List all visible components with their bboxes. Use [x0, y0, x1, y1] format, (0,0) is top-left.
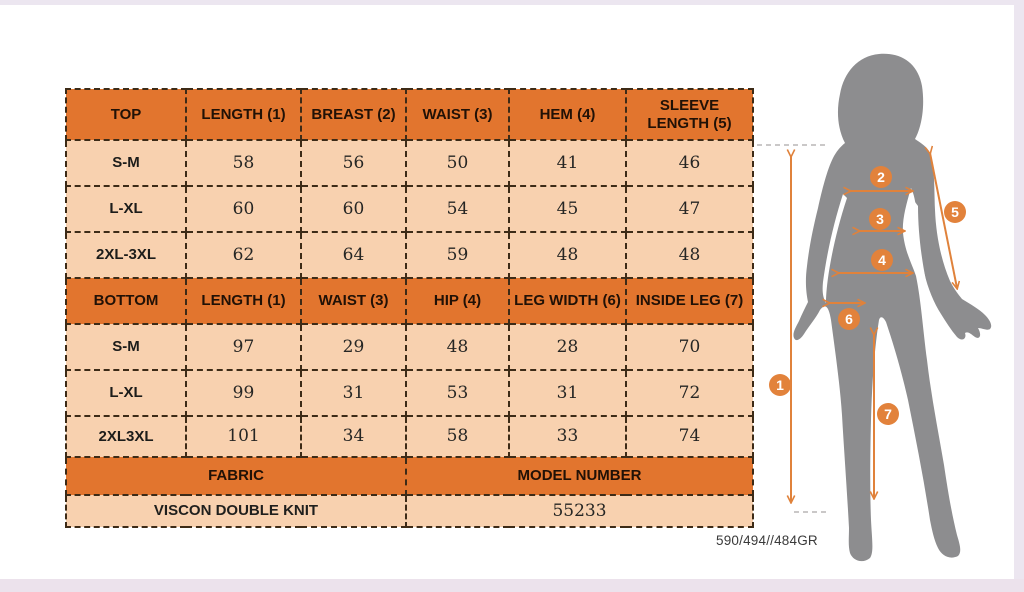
value-cell: 99 — [185, 369, 302, 417]
size-chart-table: TOP LENGTH (1) BREAST (2) WAIST (3) HEM … — [65, 88, 754, 528]
model-number-cell: 55233 — [405, 494, 754, 528]
value-cell: 33 — [508, 415, 627, 458]
header-cell-bottom: BOTTOM — [65, 277, 187, 325]
value-cell: 101 — [185, 415, 302, 458]
value-cell: 45 — [508, 185, 627, 233]
bottom-header-row: BOTTOM LENGTH (1) WAIST (3) HIP (4) LEG … — [65, 277, 754, 325]
value-cell: 28 — [508, 323, 627, 371]
measurement-marker-6: 6 — [838, 308, 860, 330]
header-cell-inside-leg: INSIDE LEG (7) — [625, 277, 754, 325]
value-cell: 62 — [185, 231, 302, 279]
value-cell: 56 — [300, 139, 407, 187]
value-cell: 60 — [300, 185, 407, 233]
measurement-marker-7: 7 — [877, 403, 899, 425]
header-cell-model-number: MODEL NUMBER — [405, 456, 754, 496]
value-cell: 72 — [625, 369, 754, 417]
page-edge-bottom — [0, 579, 1024, 592]
svg-text:2: 2 — [877, 169, 885, 185]
header-cell-breast: BREAST (2) — [300, 88, 407, 141]
measurement-marker-1: 1 — [769, 374, 791, 396]
footer-header-row: FABRIC MODEL NUMBER — [65, 456, 754, 496]
table-row: 2XL-3XL 62 64 59 48 48 — [65, 231, 754, 279]
value-cell: 97 — [185, 323, 302, 371]
value-cell: 53 — [405, 369, 510, 417]
page-edge-top — [0, 0, 1024, 5]
measurement-marker-5: 5 — [944, 201, 966, 223]
svg-text:6: 6 — [845, 311, 853, 327]
header-cell-leg-width: LEG WIDTH (6) — [508, 277, 627, 325]
size-cell: S-M — [65, 139, 187, 187]
size-cell: L-XL — [65, 185, 187, 233]
fabric-value-cell: VISCON DOUBLE KNIT — [65, 494, 407, 528]
footer-value-row: VISCON DOUBLE KNIT 55233 — [65, 494, 754, 528]
page-edge-right — [1014, 0, 1024, 592]
value-cell: 54 — [405, 185, 510, 233]
product-code: 590/494//484GR — [716, 533, 818, 548]
table-row: S-M 58 56 50 41 46 — [65, 139, 754, 187]
value-cell: 46 — [625, 139, 754, 187]
value-cell: 29 — [300, 323, 407, 371]
table-row: L-XL 99 31 53 31 72 — [65, 369, 754, 417]
header-cell-waist: WAIST (3) — [300, 277, 407, 325]
svg-text:5: 5 — [951, 204, 959, 220]
header-cell-length: LENGTH (1) — [185, 88, 302, 141]
size-cell: 2XL-3XL — [65, 231, 187, 279]
value-cell: 34 — [300, 415, 407, 458]
header-cell-waist: WAIST (3) — [405, 88, 510, 141]
size-cell: 2XL3XL — [65, 415, 187, 458]
value-cell: 64 — [300, 231, 407, 279]
measurement-marker-3: 3 — [869, 208, 891, 230]
svg-text:4: 4 — [878, 252, 886, 268]
top-header-row: TOP LENGTH (1) BREAST (2) WAIST (3) HEM … — [65, 88, 754, 141]
measurement-marker-4: 4 — [871, 249, 893, 271]
value-cell: 31 — [300, 369, 407, 417]
measurement-figure: 1 2 3 4 5 6 7 — [750, 20, 1024, 580]
value-cell: 70 — [625, 323, 754, 371]
table-row: S-M 97 29 48 28 70 — [65, 323, 754, 371]
header-cell-top: TOP — [65, 88, 187, 141]
woman-silhouette-icon — [793, 53, 992, 562]
measurement-marker-2: 2 — [870, 166, 892, 188]
value-cell: 41 — [508, 139, 627, 187]
table-row: 2XL3XL 101 34 58 33 74 — [65, 415, 754, 458]
svg-text:1: 1 — [776, 377, 784, 393]
header-cell-fabric: FABRIC — [65, 456, 407, 496]
value-cell: 48 — [625, 231, 754, 279]
svg-text:7: 7 — [884, 406, 892, 422]
value-cell: 50 — [405, 139, 510, 187]
value-cell: 58 — [405, 415, 510, 458]
value-cell: 58 — [185, 139, 302, 187]
value-cell: 48 — [508, 231, 627, 279]
table-row: L-XL 60 60 54 45 47 — [65, 185, 754, 233]
value-cell: 59 — [405, 231, 510, 279]
size-cell: S-M — [65, 323, 187, 371]
header-cell-length: LENGTH (1) — [185, 277, 302, 325]
value-cell: 74 — [625, 415, 754, 458]
header-cell-hip: HIP (4) — [405, 277, 510, 325]
sleeve-arrow — [930, 153, 957, 288]
svg-text:3: 3 — [876, 211, 884, 227]
value-cell: 47 — [625, 185, 754, 233]
size-cell: L-XL — [65, 369, 187, 417]
header-cell-hem: HEM (4) — [508, 88, 627, 141]
value-cell: 60 — [185, 185, 302, 233]
value-cell: 31 — [508, 369, 627, 417]
value-cell: 48 — [405, 323, 510, 371]
header-cell-sleeve-length: SLEEVE LENGTH (5) — [625, 88, 754, 141]
